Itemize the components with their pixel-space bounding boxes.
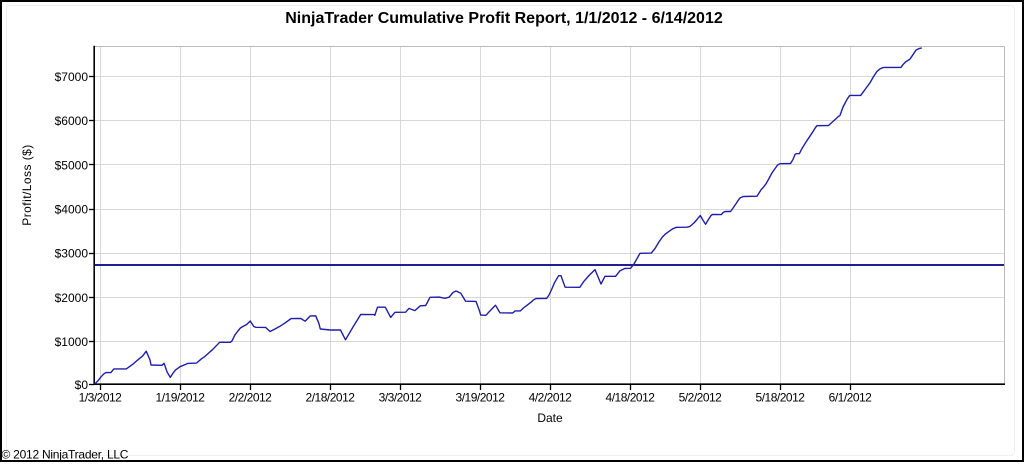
svg-text:6/1/2012: 6/1/2012 xyxy=(829,391,873,405)
svg-text:$5000: $5000 xyxy=(55,158,89,172)
svg-text:3/3/2012: 3/3/2012 xyxy=(379,391,423,405)
svg-text:$1000: $1000 xyxy=(55,335,89,349)
svg-text:2/2/2012: 2/2/2012 xyxy=(229,391,273,405)
svg-text:$4000: $4000 xyxy=(55,203,89,217)
svg-text:Date: Date xyxy=(537,411,563,425)
svg-text:5/2/2012: 5/2/2012 xyxy=(679,391,723,405)
svg-text:$0: $0 xyxy=(75,378,89,392)
svg-text:5/18/2012: 5/18/2012 xyxy=(756,391,806,405)
svg-text:Profit/Loss ($): Profit/Loss ($) xyxy=(20,144,34,225)
svg-text:NinjaTrader Cumulative Profit: NinjaTrader Cumulative Profit Report, 1/… xyxy=(285,10,723,27)
svg-text:$3000: $3000 xyxy=(55,247,89,261)
svg-text:3/19/2012: 3/19/2012 xyxy=(456,391,506,405)
svg-text:$7000: $7000 xyxy=(55,70,89,84)
svg-text:4/2/2012: 4/2/2012 xyxy=(529,391,573,405)
svg-text:4/18/2012: 4/18/2012 xyxy=(606,391,656,405)
svg-text:1/3/2012: 1/3/2012 xyxy=(79,391,123,405)
svg-text:$6000: $6000 xyxy=(55,114,89,128)
svg-text:1/19/2012: 1/19/2012 xyxy=(156,391,206,405)
svg-text:2/18/2012: 2/18/2012 xyxy=(306,391,356,405)
svg-text:© 2012 NinjaTrader, LLC: © 2012 NinjaTrader, LLC xyxy=(2,448,129,462)
svg-text:$2000: $2000 xyxy=(55,291,89,305)
